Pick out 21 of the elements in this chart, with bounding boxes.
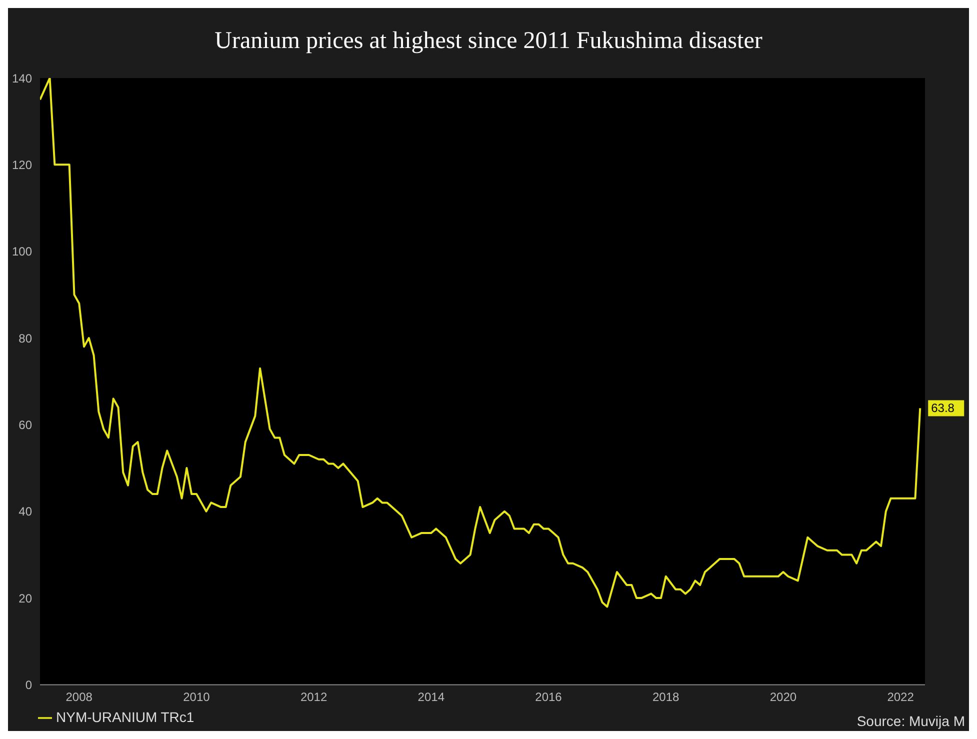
x-tick-label: 2020 <box>770 690 797 704</box>
x-tick-label: 2010 <box>183 690 210 704</box>
x-tick-label: 2012 <box>300 690 328 704</box>
x-tick-label: 2016 <box>535 690 562 704</box>
x-tick-label: 2018 <box>652 690 680 704</box>
y-tick-label: 0 <box>25 678 32 692</box>
source-note: Source: Muvija M <box>856 713 965 729</box>
y-tick-label: 100 <box>12 244 32 259</box>
legend-label: NYM-URANIUM TRc1 <box>56 708 194 725</box>
y-tick-label: 60 <box>18 418 32 432</box>
x-tick-label: 2008 <box>66 690 93 704</box>
data-label: 63.8 <box>931 401 955 416</box>
y-tick-label: 40 <box>18 504 32 519</box>
x-tick-label: 2014 <box>418 690 445 704</box>
chart-title: Uranium prices at highest since 2011 Fukushima disaster <box>214 27 764 56</box>
line-series <box>40 78 922 608</box>
y-tick-label: 80 <box>18 331 32 346</box>
y-tick-label: 120 <box>12 158 32 172</box>
x-tick-label: 2022 <box>887 690 914 704</box>
y-tick-label: 20 <box>18 591 32 606</box>
y-tick-label: 140 <box>12 71 32 86</box>
